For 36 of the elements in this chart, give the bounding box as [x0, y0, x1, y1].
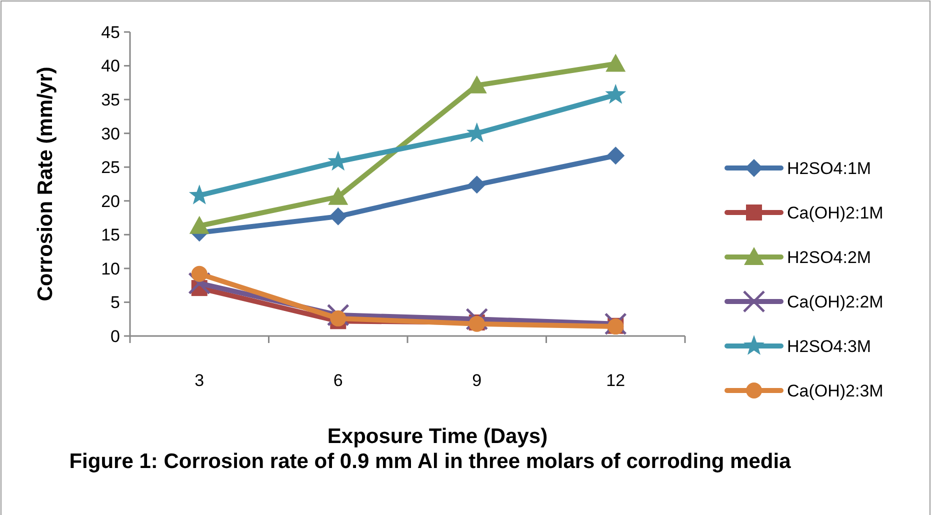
point: [606, 54, 626, 72]
point: [189, 216, 210, 234]
legend-label: Ca(OH)2:1M: [787, 203, 884, 222]
y-tick-label: 35: [101, 90, 120, 110]
y-tick-label: 10: [101, 259, 120, 278]
point: [330, 310, 346, 326]
y-tick-label: 20: [101, 192, 120, 211]
y-tick-label: 25: [101, 158, 120, 178]
y-tick-label: 45: [101, 22, 120, 42]
x-axis-title: Exposure Time (Days): [327, 425, 548, 448]
point: [191, 266, 208, 282]
text: Figure 1: Corrosion rate of 0.9 mm Al in three molars of corroding media: [69, 450, 791, 473]
point: [328, 186, 348, 205]
y-tick-label: 0: [110, 326, 120, 346]
point: [188, 272, 211, 295]
point: [329, 207, 348, 226]
y-tick-label: 15: [101, 226, 120, 245]
legend-label: H2SO4:3M: [787, 336, 872, 356]
point: [468, 176, 486, 194]
y-tick-label: 5: [110, 293, 120, 312]
x-tick-label: 9: [472, 371, 482, 390]
legend-label: Ca(OH)2:2M: [787, 292, 884, 312]
point: [606, 146, 625, 165]
x-tick-label: 12: [606, 371, 626, 390]
legend-label: Ca(OH)2:3M: [787, 381, 884, 400]
legend-label: H2SO4:2M: [787, 248, 872, 267]
point: [466, 308, 488, 330]
x-tick-label: 3: [194, 371, 204, 390]
y-tick-label: 40: [101, 56, 120, 76]
point: [604, 312, 627, 336]
y-axis-title: Corrosion Rate (mm/yr): [34, 66, 57, 302]
point: [326, 304, 350, 326]
point: [605, 84, 626, 104]
y-tick-label: 30: [101, 124, 120, 144]
legend-label: H2SO4:1M: [787, 158, 872, 178]
x-tick-label: 6: [333, 371, 343, 390]
